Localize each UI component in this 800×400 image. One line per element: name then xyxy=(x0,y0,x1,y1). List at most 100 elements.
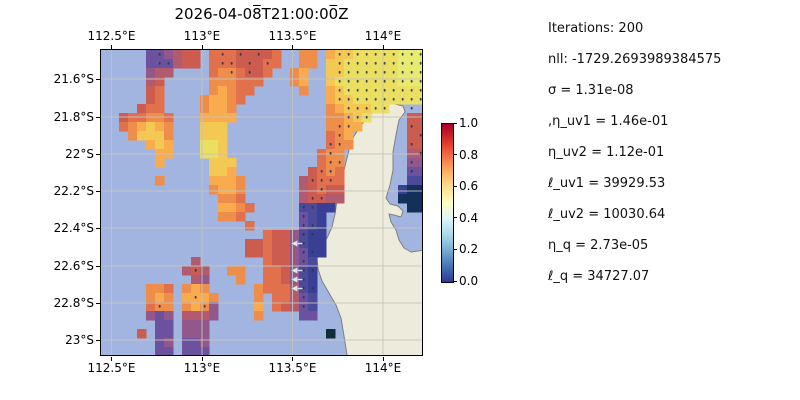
x-tick-bottom xyxy=(201,356,203,361)
stipple-dot xyxy=(266,61,269,65)
heat-cell xyxy=(407,131,417,141)
heat-cell xyxy=(209,113,219,123)
heat-cell xyxy=(308,275,318,285)
heat-cell xyxy=(164,284,174,294)
heat-cell xyxy=(200,95,210,105)
heat-cell xyxy=(182,320,192,330)
heat-cell xyxy=(119,113,129,123)
colorbar-tick-label: 0.8 xyxy=(459,147,479,162)
stat-line: ,η_uv1 = 1.46e-01 xyxy=(548,113,669,129)
heat-cell xyxy=(164,122,174,132)
stipple-dot xyxy=(419,133,422,137)
heat-cell xyxy=(326,50,336,60)
heat-cell xyxy=(137,104,147,114)
stipple-dot xyxy=(338,52,341,56)
flow-arrow-icon xyxy=(290,240,298,247)
stipple-dot xyxy=(419,70,422,74)
heat-cell xyxy=(200,131,210,141)
heat-cell xyxy=(182,59,192,69)
heat-cell xyxy=(290,293,300,303)
heat-cell xyxy=(416,86,422,96)
stipple-dot xyxy=(311,196,314,200)
heat-cell xyxy=(155,95,165,105)
heat-cell xyxy=(308,50,318,60)
heat-cell xyxy=(227,194,237,204)
heat-cell xyxy=(263,275,273,285)
heat-cell xyxy=(227,167,237,177)
heat-cell xyxy=(263,50,273,60)
heat-cell xyxy=(254,311,264,321)
heat-cell xyxy=(155,140,165,150)
x-tick-bottom xyxy=(292,356,293,361)
stipple-dot xyxy=(338,142,341,146)
heat-cell xyxy=(227,104,237,114)
stipple-dot xyxy=(410,61,413,65)
heat-cell xyxy=(209,176,219,186)
heat-cell xyxy=(218,86,228,96)
y-tick xyxy=(96,302,100,304)
stipple-dot xyxy=(374,61,377,65)
heat-cell xyxy=(416,59,422,69)
y-tick xyxy=(96,265,100,267)
heat-cell xyxy=(326,194,336,204)
heat-cell xyxy=(245,50,255,60)
heat-cell xyxy=(290,248,300,258)
heat-cell xyxy=(209,131,219,141)
x-tick-top xyxy=(111,45,112,49)
heat-cell xyxy=(200,284,210,294)
heat-cell xyxy=(281,230,291,240)
heat-cell xyxy=(227,203,237,213)
heat-cell xyxy=(155,176,165,186)
stipple-dot xyxy=(383,52,386,56)
stat-line: Iterations: 200 xyxy=(548,20,644,36)
heat-cell xyxy=(299,59,309,69)
heat-cell xyxy=(146,50,156,60)
heat-cell xyxy=(200,266,210,276)
stipple-dot xyxy=(356,52,359,56)
heat-cell xyxy=(227,185,237,195)
stipple-dot xyxy=(311,178,314,182)
heat-cell xyxy=(164,311,174,321)
stipple-dot xyxy=(338,133,341,137)
heat-cell xyxy=(398,194,408,204)
heat-cell xyxy=(155,104,165,114)
heat-cell xyxy=(191,284,201,294)
heat-cell xyxy=(272,284,282,294)
stipple-dot xyxy=(302,268,305,272)
stipple-dot xyxy=(347,52,350,56)
stipple-dot xyxy=(311,223,314,227)
stipple-dot xyxy=(410,106,413,110)
heat-cell xyxy=(218,203,228,213)
stipple-dot xyxy=(230,61,233,65)
stipple-dot xyxy=(329,178,332,182)
heat-cell xyxy=(218,77,228,87)
stipple-dot xyxy=(374,79,377,83)
flow-arrow-icon xyxy=(290,276,298,283)
stipple-dot xyxy=(419,97,422,101)
colorbar-tick-label: 0.6 xyxy=(459,179,479,194)
stipple-dot xyxy=(347,70,350,74)
stipple-dot xyxy=(392,97,395,101)
y-tick-label: 22.8°S xyxy=(53,295,94,310)
heat-cell xyxy=(182,311,192,321)
x-tick-label-bottom: 112.5°E xyxy=(87,361,136,375)
heat-cell xyxy=(236,68,246,78)
stipple-dot xyxy=(257,52,260,56)
heat-cell xyxy=(209,158,219,168)
heat-cell xyxy=(416,68,422,78)
stipple-dot xyxy=(383,88,386,92)
stipple-dot xyxy=(311,268,314,272)
heat-cell xyxy=(218,140,228,150)
stipple-dot xyxy=(239,52,242,56)
heat-cell xyxy=(326,131,336,141)
heat-cell xyxy=(227,50,237,60)
heat-cell xyxy=(299,86,309,96)
heat-cell xyxy=(245,248,255,258)
heat-cell xyxy=(326,203,336,213)
heat-cell xyxy=(326,113,336,123)
heat-cell xyxy=(200,104,210,114)
stipple-dot xyxy=(356,88,359,92)
heat-cell xyxy=(416,122,422,132)
stipple-dot xyxy=(158,304,161,308)
heat-cell xyxy=(254,68,264,78)
